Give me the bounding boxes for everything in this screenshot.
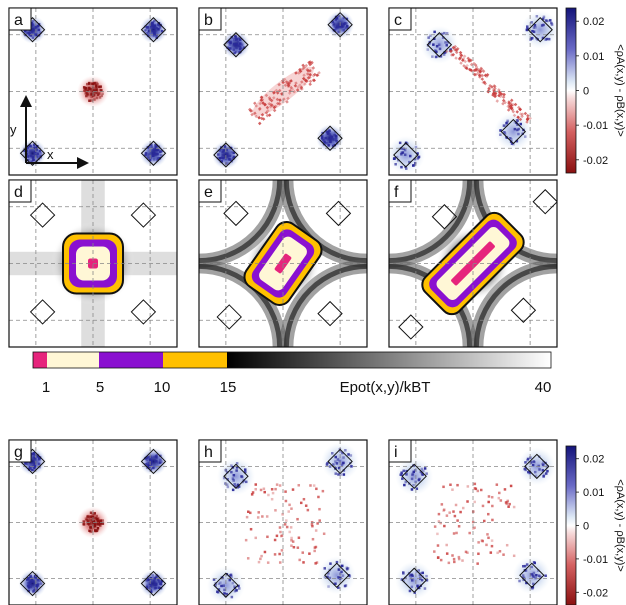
particle-marker-f-1 <box>532 189 557 215</box>
particle-marker-c-3 <box>500 118 527 145</box>
energy-colorbar-segment <box>47 352 99 368</box>
grid-a <box>9 8 177 175</box>
particle-marker-i-3 <box>519 562 545 589</box>
particle-marker-i-1 <box>524 453 550 480</box>
grid-e <box>199 180 367 347</box>
particle-marker-g-1 <box>140 448 167 475</box>
axis-arrows: yx <box>10 95 89 169</box>
panel-label-a: a <box>14 12 23 29</box>
particle-marker-h-3 <box>324 562 350 589</box>
particle-marker-e-0 <box>223 200 249 227</box>
energy-colorbar-segment <box>33 352 47 368</box>
particle-marker-c-2 <box>393 142 419 168</box>
density-colorbar-top: 0.02 0.01 0 -0.01 -0.02 <ρA(x,y) - ρB(x,y)> <box>565 7 626 174</box>
density-colorbar-gradient <box>565 7 577 174</box>
particle-marker-h-0 <box>223 463 249 490</box>
particle-marker-d-1 <box>130 202 157 228</box>
energy-colorbar-tick: 5 <box>96 379 104 396</box>
density-colorbar-tick: -0.02 <box>583 155 608 167</box>
density-map-i <box>395 447 556 600</box>
energy-colorbar-segment <box>163 352 227 368</box>
grid-d <box>9 180 177 347</box>
panel-c: c <box>388 7 558 176</box>
panel-e: e <box>198 179 368 348</box>
density-colorbar-tick: 0 <box>583 86 589 98</box>
grid-h <box>199 440 367 605</box>
particle-marker-b-2 <box>213 142 239 168</box>
energy-colorbar-segment <box>99 352 163 368</box>
energy-colorbar-gradient <box>227 352 551 368</box>
particle-marker-h-1 <box>327 448 353 475</box>
panel-i: i <box>388 439 558 605</box>
particle-marker-a-1 <box>140 17 167 43</box>
density-map-h <box>206 442 360 605</box>
density-colorbar-gradient <box>565 445 577 605</box>
panel-label-e: e <box>204 184 213 201</box>
energy-colorbar-tick: 10 <box>154 379 171 396</box>
particle-marker-g-2 <box>19 570 46 597</box>
panel-f: f <box>388 179 558 348</box>
grid-b <box>199 8 367 175</box>
panel-label-i: i <box>394 444 398 461</box>
particle-marker-f-0 <box>431 204 458 230</box>
particle-marker-b-0 <box>223 32 249 58</box>
energy-colorbar-tick: 40 <box>535 379 552 396</box>
panel-label-f: f <box>394 184 399 201</box>
particle-marker-g-3 <box>140 570 167 597</box>
energy-colorbar-label: Epot(x,y)/kBT <box>340 379 431 396</box>
particle-marker-e-1 <box>325 200 352 227</box>
density-colorbar-tick: -0.01 <box>583 120 608 132</box>
axis-label-y: y <box>10 122 17 137</box>
particle-marker-h-2 <box>213 572 239 598</box>
particle-marker-b-1 <box>327 11 353 38</box>
panel-label-g: g <box>14 444 23 461</box>
density-map-b <box>211 10 355 169</box>
density-colorbar-label: <ρA(x,y) - ρB(x,y)> <box>614 44 626 137</box>
particle-marker-b-3 <box>317 125 343 151</box>
panel-label-h: h <box>204 444 213 461</box>
panel-g: g <box>8 439 178 605</box>
grid-f <box>389 180 557 347</box>
panel-a: a <box>8 7 178 176</box>
panel-b: b <box>198 7 368 176</box>
panel-label-b: b <box>204 12 213 29</box>
particle-marker-i-2 <box>401 567 427 593</box>
energy-colorbar-tick: 1 <box>42 379 50 396</box>
density-colorbar-tick: 0.01 <box>583 487 604 499</box>
density-colorbar-tick: 0.02 <box>583 454 604 466</box>
particle-marker-f-3 <box>510 297 537 323</box>
particle-marker-d-3 <box>130 299 157 325</box>
density-colorbar-tick: 0.01 <box>583 51 604 63</box>
axis-label-x: x <box>47 147 54 162</box>
particle-marker-f-2 <box>398 314 424 340</box>
particle-marker-c-0 <box>426 32 453 58</box>
particle-marker-c-1 <box>527 17 553 43</box>
density-colorbar-bottom: 0.02 0.01 0 -0.01 -0.02 <ρA(x,y) - ρB(x,y)> <box>565 445 626 605</box>
density-colorbar-tick: 0.02 <box>583 16 604 28</box>
panel-h: h <box>198 439 368 605</box>
particle-marker-a-2 <box>19 140 46 166</box>
particle-marker-d-0 <box>29 202 56 228</box>
density-colorbar-tick: 0 <box>583 521 589 533</box>
grid-c <box>389 8 557 175</box>
particle-marker-e-2 <box>216 304 242 330</box>
particle-marker-i-0 <box>401 463 427 490</box>
panel-label-c: c <box>394 12 402 29</box>
energy-colorbar-tick: 15 <box>220 379 237 396</box>
grid-g <box>9 440 177 605</box>
particle-marker-e-3 <box>317 300 343 327</box>
density-colorbar-tick: -0.01 <box>583 554 608 566</box>
particle-marker-a-3 <box>140 140 167 166</box>
panels-layer: a b cd e fg h iyx <box>8 7 558 605</box>
density-colorbar-tick: -0.02 <box>583 587 608 599</box>
density-colorbar-label: <ρA(x,y) - ρB(x,y)> <box>614 479 626 572</box>
panel-d: d <box>8 179 178 348</box>
particle-marker-d-2 <box>29 299 56 325</box>
panel-label-d: d <box>14 184 23 201</box>
